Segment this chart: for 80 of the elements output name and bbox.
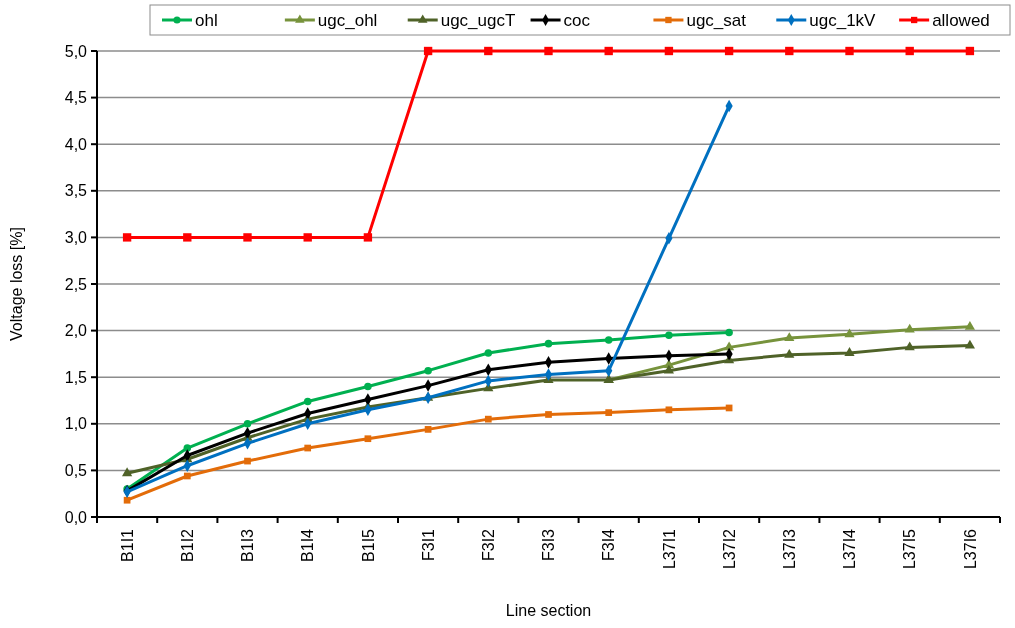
point [784,348,795,358]
y-tick-label: 4,0 [64,135,88,153]
point [123,496,131,504]
x-tick-label: F3I3 [540,528,558,562]
point [844,347,855,356]
x-tick-label: B1I2 [178,528,196,562]
y-tick-label: 5,0 [64,42,88,60]
point [964,339,975,349]
point [965,46,975,56]
x-tick-label: B1I5 [359,528,377,562]
x-tick-label: L37I6 [961,528,979,570]
point [183,233,192,242]
point [243,420,252,428]
point [484,349,493,357]
point [964,320,975,330]
point [544,339,553,348]
point [303,397,312,406]
y-tick-label: 1,5 [64,368,88,386]
y-tick-label: 3,5 [64,182,88,200]
point [784,332,795,341]
legend-label: coc [563,10,591,30]
x-axis-title: Line section [505,602,592,619]
x-tick-label: B1I4 [299,528,317,562]
point [604,46,613,56]
point [243,233,252,242]
point [244,457,251,465]
x-tick-label: L37I3 [780,528,798,570]
legend-label: ugc_ohl [317,10,378,30]
y-tick-label: 1,0 [64,415,88,433]
y-tick-label: 0,0 [64,508,88,526]
point [725,328,733,337]
point [545,411,552,418]
legend-label: ugc_sat [686,10,747,30]
point [785,46,794,56]
point [604,336,613,344]
legend-label: ugc_ugcT [440,10,516,30]
point [904,341,915,351]
point [904,323,915,333]
point [844,328,855,338]
y-tick-label: 0,5 [64,462,88,479]
point [605,409,613,416]
point [183,472,191,480]
point [665,331,673,340]
point [364,435,372,443]
point [664,46,674,56]
point [544,46,553,56]
point [122,467,133,477]
y-tick-label: 2,5 [64,275,88,293]
point [303,233,312,242]
point [845,46,854,56]
x-tick-label: B1I3 [239,528,257,562]
point [304,444,312,452]
x-tick-label: L37I5 [901,528,919,570]
x-tick-label: F3I4 [600,528,618,562]
point [424,426,432,433]
point [363,233,373,242]
y-tick-label: 4,5 [64,89,88,107]
x-tick-label: L37I4 [841,528,859,570]
x-tick-label: F3I1 [419,528,437,562]
x-tick-label: F3I2 [479,528,497,562]
x-tick-label: L37I2 [720,528,738,570]
legend-label: ugc_1kV [809,10,877,30]
x-tick-label: L37I1 [660,528,678,570]
point [122,233,132,242]
point [364,382,372,391]
y-tick-label: 2,0 [64,322,88,340]
point [183,444,192,452]
point [423,46,433,56]
point [665,406,673,414]
y-tick-label: 3,0 [64,229,88,246]
point [724,46,734,56]
point [905,46,914,56]
point [424,366,432,375]
legend-label: allowed [932,10,990,30]
y-axis-title: Voltage loss [%] [8,227,25,341]
x-tick-label: B1I1 [118,528,136,562]
point [484,415,492,423]
point [663,364,674,374]
legend-label: ohl [195,10,218,30]
point [484,46,493,56]
